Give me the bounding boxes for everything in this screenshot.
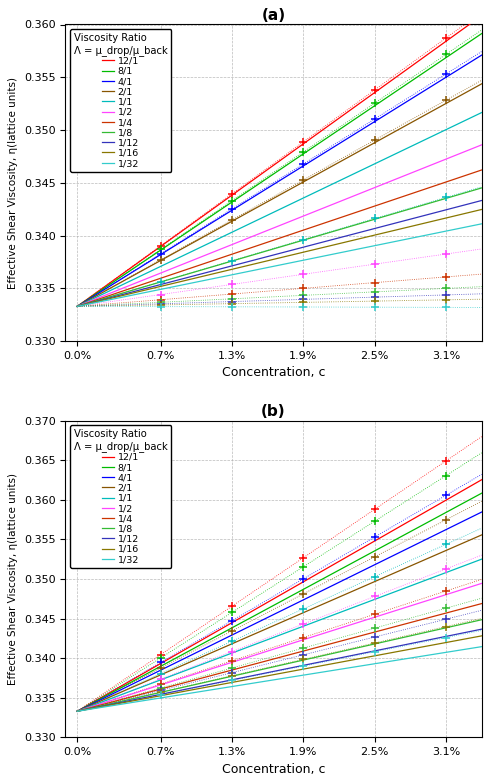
- Y-axis label: Effective Shear Viscosity, η(lattice units): Effective Shear Viscosity, η(lattice uni…: [8, 77, 18, 289]
- X-axis label: Concentration, c: Concentration, c: [222, 366, 325, 379]
- Title: (a): (a): [262, 9, 286, 24]
- Title: (b): (b): [261, 405, 286, 419]
- Y-axis label: Effective Shear Viscosity, η(lattice units): Effective Shear Viscosity, η(lattice uni…: [8, 473, 18, 685]
- Legend: 12/1, 8/1, 4/1, 2/1, 1/1, 1/2, 1/4, 1/8, 1/12, 1/16, 1/32: 12/1, 8/1, 4/1, 2/1, 1/1, 1/2, 1/4, 1/8,…: [70, 29, 172, 172]
- X-axis label: Concentration, c: Concentration, c: [222, 763, 325, 775]
- Legend: 12/1, 8/1, 4/1, 2/1, 1/1, 1/2, 1/4, 1/8, 1/12, 1/16, 1/32: 12/1, 8/1, 4/1, 2/1, 1/1, 1/2, 1/4, 1/8,…: [70, 426, 172, 568]
